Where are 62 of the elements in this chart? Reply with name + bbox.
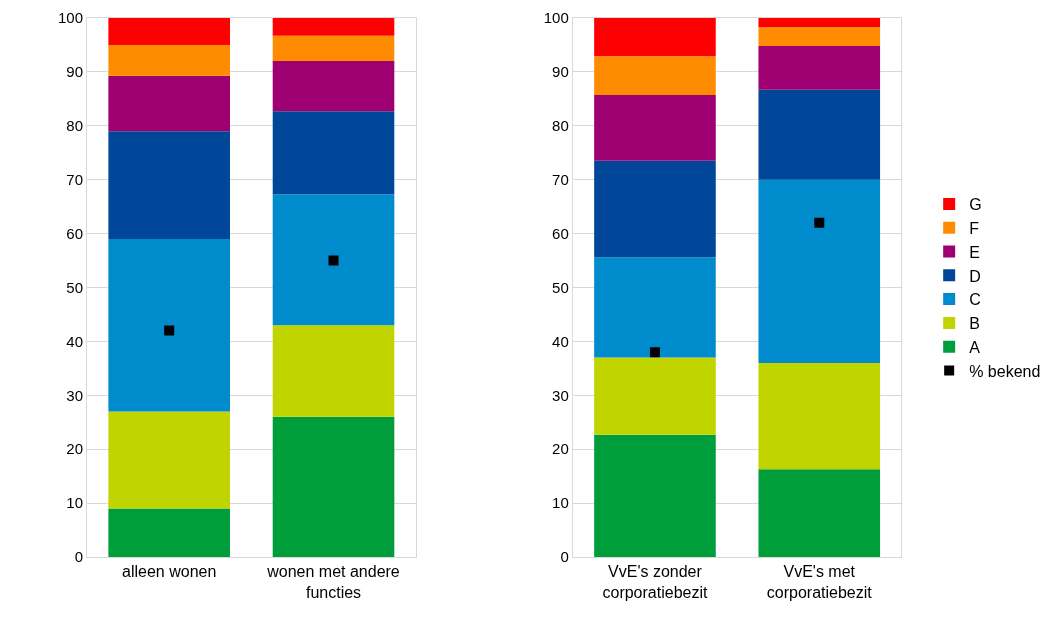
bar	[108, 75, 230, 132]
y-tick-label: 50	[66, 278, 84, 296]
y-tick-label: 30	[66, 386, 84, 404]
y-tick-label: 60	[66, 224, 84, 242]
y-tick-label: 70	[552, 170, 569, 188]
y-tick-label: 0	[74, 548, 84, 566]
y-tick-label: 60	[552, 224, 569, 242]
bar	[758, 179, 881, 363]
legend-label: B	[969, 315, 980, 333]
y-tick-label: 40	[66, 332, 84, 350]
y-tick-label: 40	[552, 332, 569, 350]
y-tick-label: 10	[552, 494, 569, 512]
bar	[108, 238, 230, 412]
bar	[272, 35, 395, 62]
bar	[594, 95, 716, 161]
bar	[272, 18, 395, 36]
y-tick-label: 80	[66, 117, 84, 135]
y-tick-label: 90	[552, 63, 569, 81]
y-tick-label: 100	[543, 9, 569, 27]
bar	[108, 508, 230, 557]
y-tick-label: 90	[66, 63, 84, 81]
bar	[272, 111, 395, 195]
y-tick-label: 50	[552, 278, 569, 296]
y-tick-label: 80	[552, 117, 569, 135]
x-tick-label: VvE's zonder corporatiebezit	[602, 563, 708, 601]
bar	[594, 357, 716, 435]
y-tick-label: 0	[560, 548, 569, 566]
legend-label: E	[969, 243, 980, 261]
bar	[272, 416, 395, 557]
x-tick-label: alleen wonen	[122, 563, 217, 581]
y-tick-label: 30	[552, 386, 569, 404]
y-tick-label: 100	[57, 9, 84, 27]
bar	[594, 434, 716, 557]
bar	[272, 325, 395, 417]
bar	[758, 89, 881, 180]
legend-label: G	[969, 196, 982, 214]
y-tick-label: 10	[66, 494, 84, 512]
bar	[594, 56, 716, 96]
x-tick-label: VvE's met corporatiebezit	[766, 563, 873, 601]
bar	[108, 44, 230, 76]
bar	[758, 27, 881, 47]
bar	[272, 194, 395, 326]
legend-label: D	[969, 267, 981, 285]
legend-label: F	[969, 219, 980, 237]
x-tick-label: wonen met andere functies	[266, 563, 400, 601]
bar	[758, 469, 881, 557]
legend-label: C	[969, 291, 981, 309]
y-tick-label: 70	[66, 170, 84, 188]
bar	[758, 46, 881, 90]
bar	[108, 411, 230, 509]
bar	[108, 18, 230, 45]
legend-label: A	[969, 338, 981, 356]
bar	[758, 362, 881, 470]
y-tick-label: 20	[66, 440, 84, 458]
y-tick-label: 20	[552, 440, 569, 458]
bar	[758, 18, 881, 28]
bar	[108, 131, 230, 239]
bar	[594, 257, 716, 358]
bar	[594, 160, 716, 258]
legend-label: % bekend	[969, 362, 1041, 380]
bar	[272, 61, 395, 112]
bar	[594, 18, 716, 57]
